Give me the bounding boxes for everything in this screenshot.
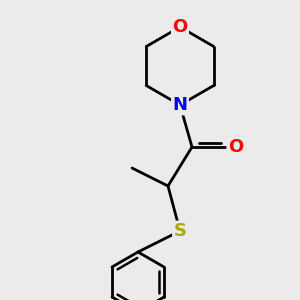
Text: O: O <box>228 138 243 156</box>
Text: N: N <box>172 96 188 114</box>
Text: O: O <box>172 18 188 36</box>
Text: S: S <box>173 222 187 240</box>
